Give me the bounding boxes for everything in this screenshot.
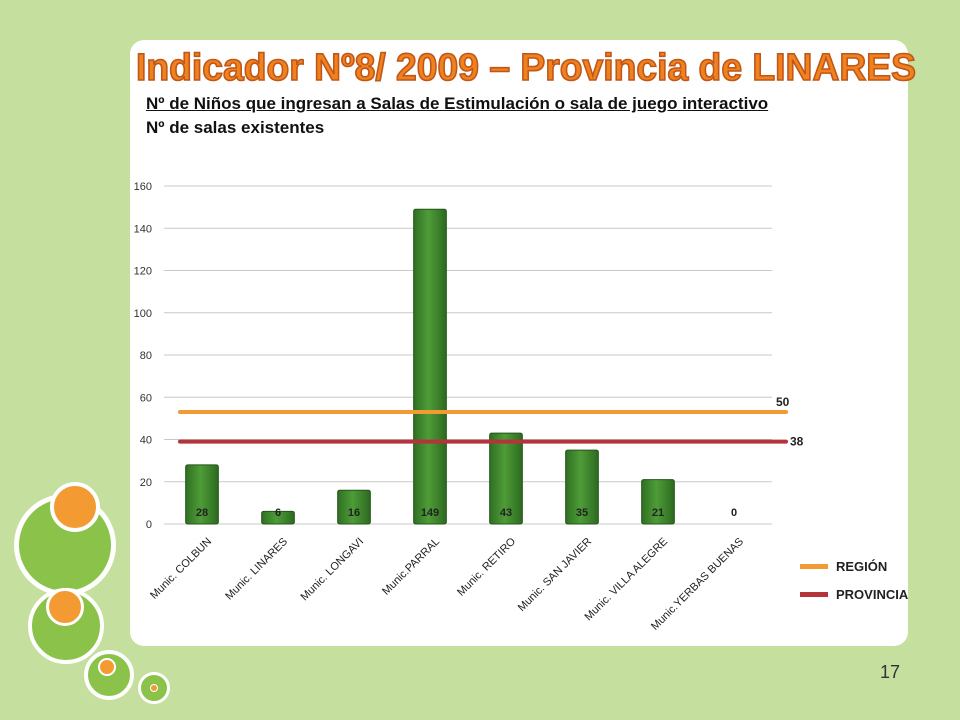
- legend-item-province: PROVINCIA: [800, 580, 940, 608]
- legend-item-region: REGIÓN: [800, 552, 940, 580]
- bar-value-label: 16: [348, 507, 360, 519]
- page-number: 17: [880, 662, 901, 682]
- bar-value-label: 43: [500, 507, 512, 519]
- bar: [489, 432, 523, 525]
- bar: [261, 510, 295, 525]
- decor-circle-orange-4: [150, 684, 158, 692]
- slide-title-text: Indicador Nº8/ 2009 – Provincia de LINAR…: [136, 47, 916, 89]
- legend-label-region: REGIÓN: [836, 558, 888, 574]
- legend-swatch-region: [800, 563, 828, 569]
- slide-title: Indicador Nº8/ 2009 – Provincia de LINAR…: [136, 46, 917, 90]
- chart-legend: REGIÓN PROVINCIA: [800, 552, 940, 608]
- bar: [641, 479, 675, 525]
- x-category-label: Munic. COLBUN: [148, 536, 214, 602]
- reference-line-label: 38: [790, 435, 804, 449]
- bar: [337, 489, 371, 525]
- y-tick-label: 0: [146, 519, 152, 531]
- chart-subtitle-children: Nº de Niños que ingresan a Salas de Esti…: [146, 94, 769, 113]
- bar: [185, 464, 219, 525]
- x-category-label: Munic.PARRAL: [380, 536, 442, 598]
- reference-line-label: 50: [776, 395, 790, 409]
- legend-swatch-province: [800, 591, 828, 597]
- y-tick-label: 160: [134, 181, 152, 193]
- y-tick-label: 140: [134, 223, 152, 235]
- bar-value-label: 21: [652, 507, 664, 519]
- y-tick-label: 40: [140, 435, 152, 447]
- decor-circle-orange: [50, 482, 100, 532]
- x-category-label: Munic. LONGAVI: [299, 536, 367, 604]
- bar: [413, 208, 447, 525]
- legend-label-province: PROVINCIA: [836, 586, 909, 602]
- y-tick-label: 20: [140, 477, 152, 489]
- bar-value-label: 28: [196, 507, 208, 519]
- y-tick-label: 80: [140, 350, 152, 362]
- x-category-label: Munic. RETIRO: [455, 535, 518, 598]
- x-category-label: Munic. LINARES: [223, 536, 290, 603]
- bar-value-label: 149: [421, 507, 439, 519]
- bar-value-label: 35: [576, 507, 588, 519]
- x-category-label: Munic. SAN JAVIER: [516, 536, 594, 614]
- y-tick-label: 100: [134, 308, 152, 320]
- decor-circle-orange-3: [98, 658, 116, 676]
- y-tick-label: 60: [140, 392, 152, 404]
- x-category-label: Munic. VILLA ALEGRE: [583, 536, 671, 624]
- bar-value-label: 0: [731, 507, 737, 519]
- chart-subtitle-rooms: Nº de salas existentes: [146, 118, 325, 137]
- bar-value-label: 6: [275, 507, 281, 519]
- bar: [565, 449, 599, 525]
- decor-circle-orange-2: [46, 588, 84, 626]
- y-tick-label: 120: [134, 266, 152, 278]
- content-panel: [130, 40, 908, 646]
